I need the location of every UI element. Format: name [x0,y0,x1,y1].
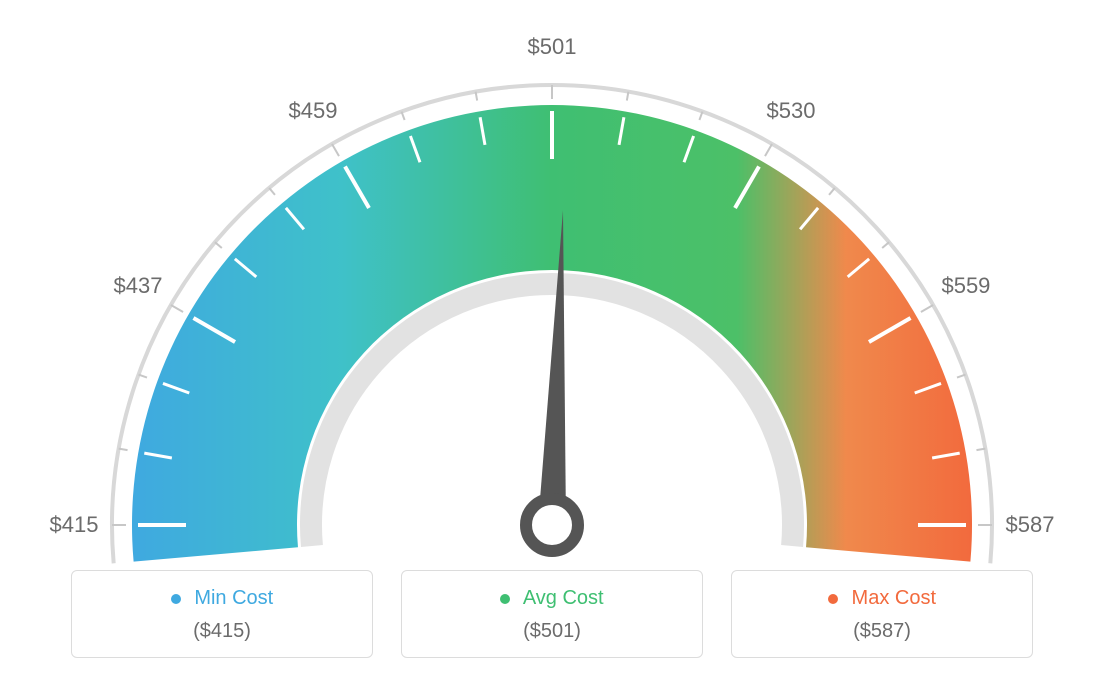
legend-value-avg: ($501) [402,620,702,643]
gauge-outer-tick [882,242,889,248]
legend-row: Min Cost ($415) Avg Cost ($501) Max Cost… [0,570,1104,658]
gauge-outer-tick [215,242,222,248]
legend-label-min: Min Cost [194,587,273,609]
gauge-outer-tick [332,144,339,156]
legend-card-avg: Avg Cost ($501) [401,570,703,658]
gauge-outer-tick [765,144,772,156]
gauge-tick-label: $501 [528,34,577,60]
legend-title-max: Max Cost [732,587,1032,610]
gauge-tick-label: $559 [941,273,990,299]
gauge-outer-tick [829,188,835,195]
legend-card-max: Max Cost ($587) [731,570,1033,658]
legend-label-avg: Avg Cost [523,587,604,609]
legend-value-max: ($587) [732,620,1032,643]
gauge-tick-label: $587 [1006,512,1055,538]
legend-dot-min [171,594,181,604]
legend-title-avg: Avg Cost [402,587,702,610]
gauge-chart: $415 $437 $459 $501 $530 $559 $587 [0,0,1104,570]
gauge-tick-label: $530 [767,98,816,124]
legend-label-max: Max Cost [852,587,936,609]
gauge-tick-label: $415 [50,512,99,538]
legend-title-min: Min Cost [72,587,372,610]
legend-dot-max [828,594,838,604]
gauge-svg [0,0,1104,570]
gauge-outer-tick [269,188,275,195]
gauge-needle-hub [526,499,578,551]
gauge-outer-tick [171,305,183,312]
legend-dot-avg [500,594,510,604]
gauge-tick-label: $437 [114,273,163,299]
gauge-outer-tick [921,305,933,312]
gauge-tick-label: $459 [289,98,338,124]
legend-card-min: Min Cost ($415) [71,570,373,658]
legend-value-min: ($415) [72,620,372,643]
